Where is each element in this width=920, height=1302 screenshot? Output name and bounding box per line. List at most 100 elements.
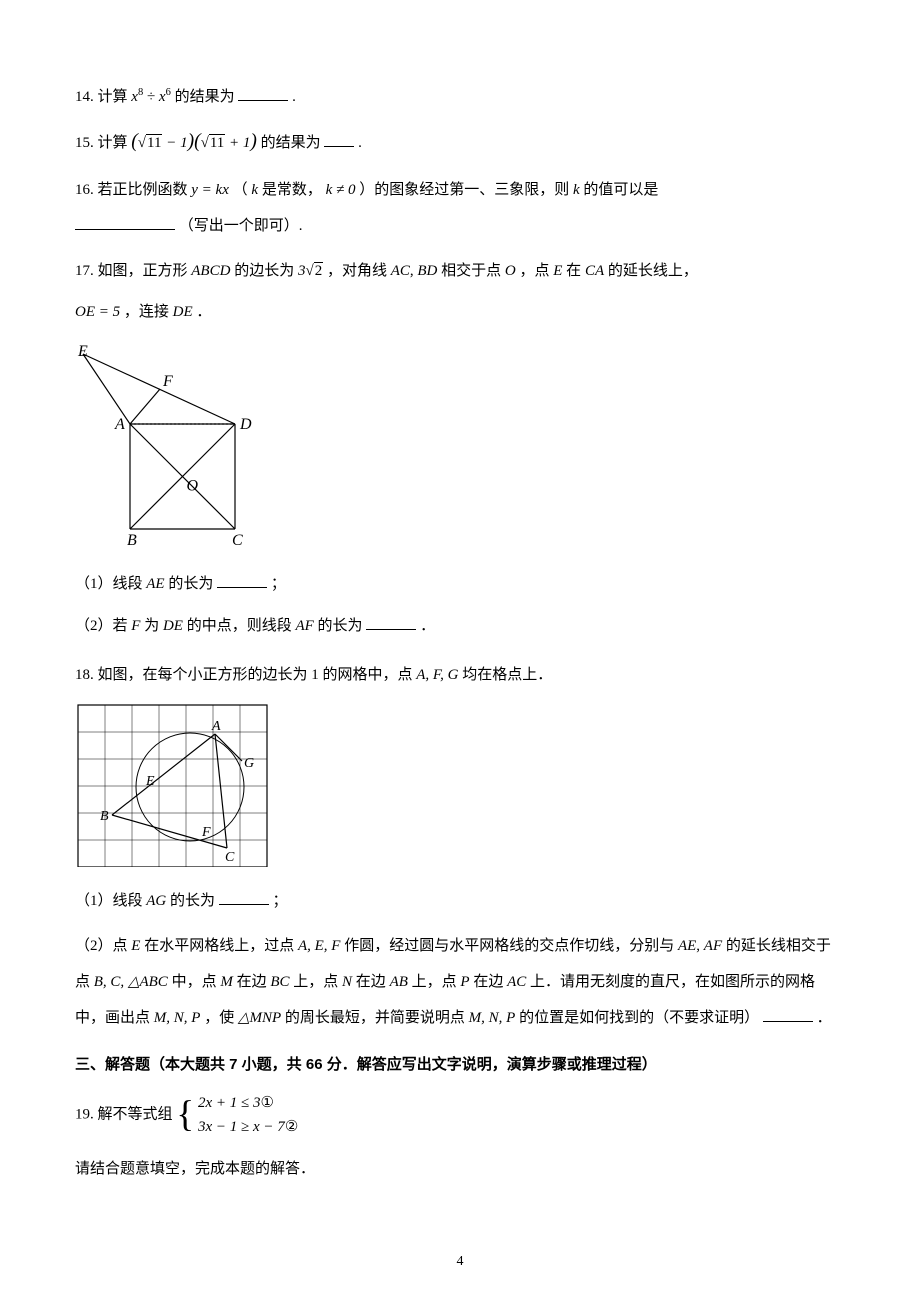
q18-s2-period: ． bbox=[817, 1010, 832, 1026]
q17-sub2: （2）若 F 为 DE 的中点，则线段 AF 的长为 ． bbox=[75, 611, 845, 641]
q19-system: 2x + 1 ≤ 3① 3x − 1 ≥ x − 7② bbox=[198, 1091, 298, 1139]
q18-s2-e: E bbox=[131, 938, 140, 954]
q14-xb: x bbox=[159, 89, 166, 105]
problem-18: 18. 如图，在每个小正方形的边长为 1 的网格中，点 A, F, G 均在格点… bbox=[75, 659, 845, 1037]
q15-prefix: 计算 bbox=[98, 135, 132, 151]
q16-k2: k bbox=[573, 182, 580, 198]
problem-17: 17. 如图，正方形 ABCD 的边长为 3√2 ，对角线 AC, BD 相交于… bbox=[75, 255, 845, 641]
q18-s2-t9: 在边 bbox=[473, 974, 507, 990]
q19-bracket: { bbox=[176, 1087, 194, 1143]
q14-exp-a: 8 bbox=[138, 87, 143, 98]
q17-t6: 在 bbox=[566, 263, 585, 279]
q18-s2-af: AF bbox=[704, 938, 722, 954]
q17-t7: 的延长线上， bbox=[608, 263, 698, 279]
q18-s2-bc: B, C, bbox=[94, 974, 124, 990]
q14-num: 14. bbox=[75, 89, 94, 105]
q17-sub1: （1）线段 AE 的长为 ； bbox=[75, 569, 845, 599]
q17-t5: ，点 bbox=[519, 263, 553, 279]
q17-t4: 相交于点 bbox=[441, 263, 505, 279]
q18-s2-t6: 上，点 bbox=[293, 974, 342, 990]
svg-text:C: C bbox=[225, 850, 235, 865]
q16-cond: k ≠ 0 bbox=[326, 182, 356, 198]
q16-t1: 若正比例函数 bbox=[98, 182, 192, 198]
q17-side-sqrt: 2 bbox=[314, 262, 324, 279]
q14-exp-b: 6 bbox=[166, 87, 171, 98]
q19-t2: 请结合题意填空，完成本题的解答． bbox=[75, 1158, 845, 1181]
q18-s2-t4: 中，点 bbox=[172, 974, 221, 990]
q17-o: O bbox=[505, 263, 516, 279]
q15-plus: + 1 bbox=[225, 135, 250, 151]
page-number: 4 bbox=[457, 1251, 464, 1272]
sqrt-sign-3: √ bbox=[305, 263, 313, 279]
q18-s2-t8: 上，点 bbox=[412, 974, 461, 990]
problem-14: 14. 计算 x8 ÷ x6 的结果为 . bbox=[75, 85, 845, 109]
q18-s2-n: N bbox=[342, 974, 352, 990]
q17-t1: 如图，正方形 bbox=[98, 263, 192, 279]
q18-s1-blank bbox=[219, 890, 269, 905]
q18-s1-prefix: （1）线段 bbox=[75, 893, 146, 909]
svg-text:E: E bbox=[77, 343, 88, 360]
problem-19: 19. 解不等式组 { 2x + 1 ≤ 3① 3x − 1 ≥ x − 7② … bbox=[75, 1087, 845, 1181]
svg-text:A: A bbox=[211, 719, 221, 734]
q17-s2-prefix: （2）若 bbox=[75, 618, 131, 634]
q18-s2-aef: A, E, F bbox=[298, 938, 341, 954]
q15-suffix: 的结果为 bbox=[261, 135, 321, 151]
q19-circ2: ② bbox=[285, 1119, 298, 1135]
q17-s2-blank bbox=[366, 615, 416, 630]
q18-sub1: （1）线段 AG 的长为 ； bbox=[75, 886, 845, 916]
sqrt-sign-2: √ bbox=[201, 135, 209, 151]
q17-s2-t2: 的中点，则线段 bbox=[187, 618, 296, 634]
q17-s2-de: DE bbox=[163, 618, 183, 634]
q17-s2-period: ． bbox=[420, 618, 435, 634]
q15-num: 15. bbox=[75, 135, 94, 151]
q17-oe: OE bbox=[75, 304, 95, 320]
q14-period: . bbox=[292, 89, 296, 105]
q16-blank bbox=[75, 215, 175, 230]
q17-s1-ae: AE bbox=[146, 576, 164, 592]
q16-t2: （ bbox=[233, 182, 248, 198]
q18-s2-prefix: （2）点 bbox=[75, 938, 131, 954]
q18-s2-m: M bbox=[220, 974, 233, 990]
problem-15: 15. 计算 (√11 − 1)(√11 + 1) 的结果为 . bbox=[75, 127, 845, 156]
svg-text:E: E bbox=[145, 774, 155, 789]
q18-t1: 如图，在每个小正方形的边长为 1 的网格中，点 bbox=[98, 667, 417, 683]
q18-s2-t5: 在边 bbox=[237, 974, 271, 990]
svg-text:A: A bbox=[114, 416, 125, 433]
q19-prefix: 解不等式组 bbox=[98, 1106, 177, 1122]
q14-suffix: 的结果为 bbox=[175, 89, 235, 105]
q18-sub2: （2）点 E 在水平网格线上，过点 A, E, F 作圆，经过圆与水平网格线的交… bbox=[75, 928, 845, 1036]
q16-t3: 是常数， bbox=[262, 182, 322, 198]
q18-s1-suffix: 的长为 bbox=[170, 893, 215, 909]
q18-pts: A, F, G bbox=[416, 667, 458, 683]
q18-s2-trimnp: △MNP bbox=[238, 1010, 281, 1026]
q17-ac: AC bbox=[391, 263, 410, 279]
q15-sqrt1: 11 bbox=[146, 134, 162, 151]
q19-line2: 3x − 1 ≥ x − 7 bbox=[198, 1119, 285, 1135]
q17-e: E bbox=[553, 263, 562, 279]
q18-s2-bcseg: BC bbox=[270, 974, 289, 990]
q18-s2-mnp2: M, N, P bbox=[469, 1010, 516, 1026]
q18-s2-t1: 在水平网格线上，过点 bbox=[144, 938, 298, 954]
svg-text:G: G bbox=[244, 756, 254, 771]
q19-line1: 2x + 1 ≤ 3 bbox=[198, 1095, 261, 1111]
q17-s2-af: AF bbox=[295, 618, 313, 634]
q17-bd: BD bbox=[417, 263, 437, 279]
q16-k: k bbox=[251, 182, 258, 198]
q18-t2: 均在格点上． bbox=[462, 667, 552, 683]
q18-svg: AGEBFC bbox=[75, 702, 270, 867]
svg-text:F: F bbox=[201, 825, 211, 840]
q18-s2-t7: 在边 bbox=[356, 974, 390, 990]
q17-s1-blank bbox=[217, 573, 267, 588]
q18-s2-t13: 的位置是如何找到的（不要求证明） bbox=[519, 1010, 759, 1026]
q17-abcd: ABCD bbox=[191, 263, 230, 279]
q18-s1-semi: ； bbox=[273, 893, 288, 909]
q18-s2-ac: AC bbox=[507, 974, 526, 990]
q14-xa: x bbox=[131, 89, 138, 105]
q18-s1-ag: AG bbox=[146, 893, 166, 909]
q17-s2-suffix: 的长为 bbox=[318, 618, 363, 634]
q18-s2-blank bbox=[763, 1007, 813, 1022]
q18-s2-ae: AE bbox=[678, 938, 696, 954]
problem-16: 16. 若正比例函数 y = kx （ k 是常数， k ≠ 0 ）的图象经过第… bbox=[75, 174, 845, 238]
q14-blank bbox=[238, 86, 288, 101]
q17-t3: ，对角线 bbox=[327, 263, 391, 279]
